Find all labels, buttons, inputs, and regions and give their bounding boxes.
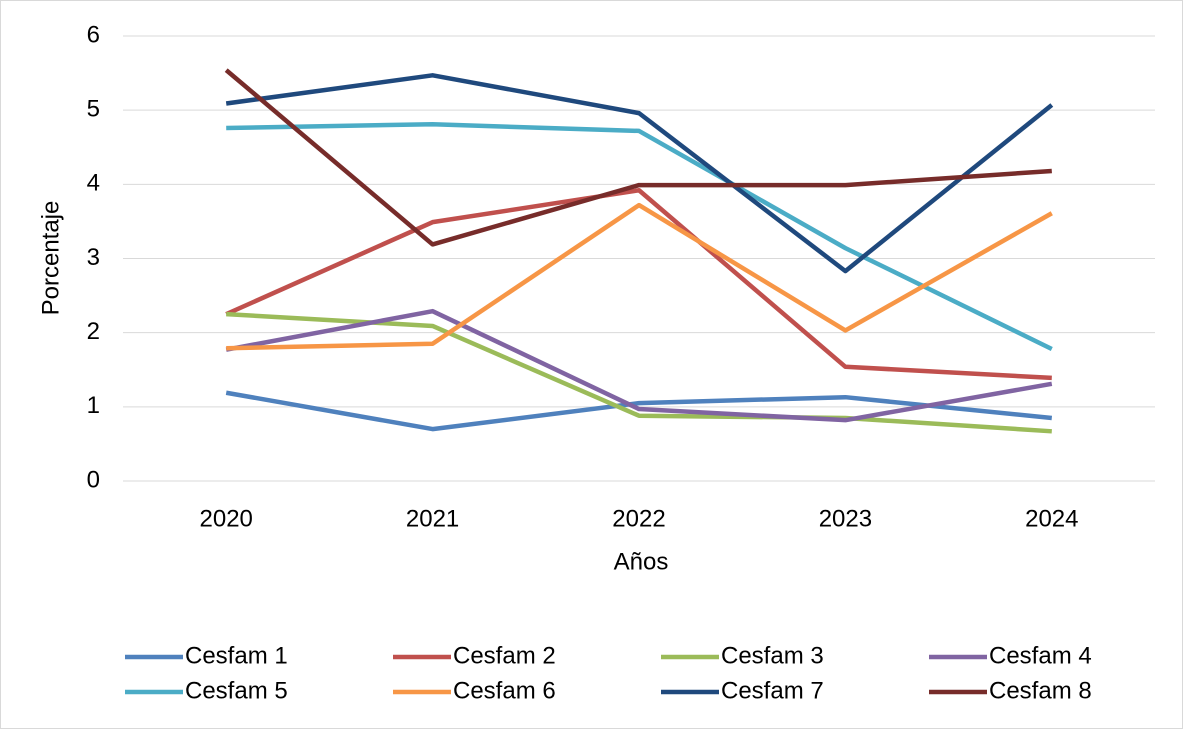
series-line: [226, 202, 1053, 351]
legend-label: Cesfam 5: [185, 677, 288, 704]
legend-label: Cesfam 4: [989, 642, 1092, 669]
series-line: [225, 390, 1053, 432]
y-tick-label: 0: [87, 466, 100, 493]
legend-label: Cesfam 7: [721, 677, 824, 704]
x-tick-label: 2024: [1025, 505, 1078, 532]
x-tick-label: 2021: [406, 505, 459, 532]
y-tick-label: 6: [87, 21, 100, 48]
y-tick-label: 3: [87, 244, 100, 271]
y-axis-label: Porcentaje: [37, 201, 64, 316]
legend-label: Cesfam 6: [453, 677, 556, 704]
series-line: [225, 188, 1052, 381]
y-tick-label: 1: [87, 392, 100, 419]
x-tick-label: 2020: [200, 505, 253, 532]
x-axis-label: Años: [614, 548, 669, 575]
legend-label: Cesfam 8: [989, 677, 1092, 704]
series-line: [225, 308, 1053, 423]
legend-label: Cesfam 1: [185, 642, 288, 669]
legend-label: Cesfam 2: [453, 642, 556, 669]
x-tick-label: 2022: [612, 505, 665, 532]
y-tick-label: 2: [87, 318, 100, 345]
y-tick-label: 5: [87, 96, 100, 123]
series-line: [226, 122, 1053, 352]
x-tick-label: 2023: [819, 505, 872, 532]
series-line: [225, 73, 1054, 274]
y-tick-label: 4: [87, 170, 100, 197]
series-line: [224, 68, 1052, 247]
legend-label: Cesfam 3: [721, 642, 824, 669]
